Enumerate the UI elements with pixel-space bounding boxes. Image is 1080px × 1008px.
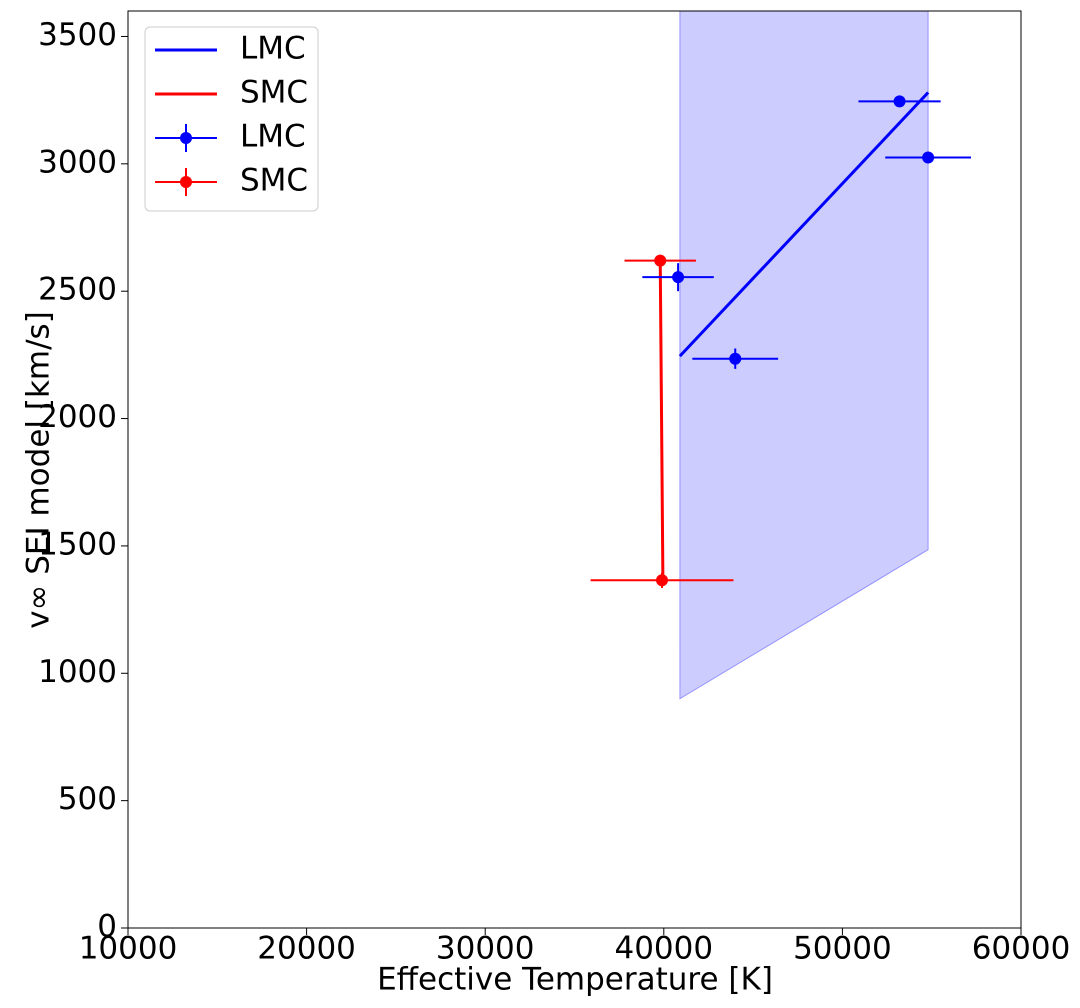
plot-area xyxy=(590,11,971,700)
line xyxy=(678,91,930,358)
x-axis-label: Effective Temperature [K] xyxy=(377,962,773,998)
line xyxy=(658,260,665,581)
legend-label: LMC xyxy=(240,31,306,67)
x-tick-label: 50000 xyxy=(793,931,892,967)
x-tick-label: 20000 xyxy=(257,931,356,967)
shaded-band xyxy=(679,11,929,700)
y-tick-label: 500 xyxy=(58,781,117,817)
y-tick-label: 2000 xyxy=(38,399,117,435)
legend-marker xyxy=(180,132,192,144)
marker xyxy=(729,352,742,365)
x-tick-label: 10000 xyxy=(79,931,178,967)
marker xyxy=(922,151,935,164)
marker xyxy=(672,271,685,284)
x-tick-label: 30000 xyxy=(436,931,535,967)
legend-label: LMC xyxy=(240,119,306,155)
legend-label: SMC xyxy=(240,75,308,111)
marker xyxy=(893,95,906,108)
y-tick-label: 3000 xyxy=(38,144,117,180)
x-tick-label: 60000 xyxy=(972,931,1071,967)
legend-box xyxy=(144,26,319,212)
y-tick-label: 3500 xyxy=(38,17,117,53)
plot-frame xyxy=(127,10,1022,929)
legend-label: SMC xyxy=(240,163,308,199)
legend-marker xyxy=(180,176,192,188)
y-tick-label: 0 xyxy=(97,909,117,945)
marker xyxy=(656,574,669,587)
y-tick-label: 2500 xyxy=(38,272,117,308)
y-tick-label: 1000 xyxy=(38,654,117,690)
y-axis-label: v∞ SEI model [km/s] xyxy=(21,311,57,629)
x-tick-label: 40000 xyxy=(614,931,713,967)
y-tick-label: 1500 xyxy=(38,526,117,562)
marker xyxy=(654,254,667,267)
